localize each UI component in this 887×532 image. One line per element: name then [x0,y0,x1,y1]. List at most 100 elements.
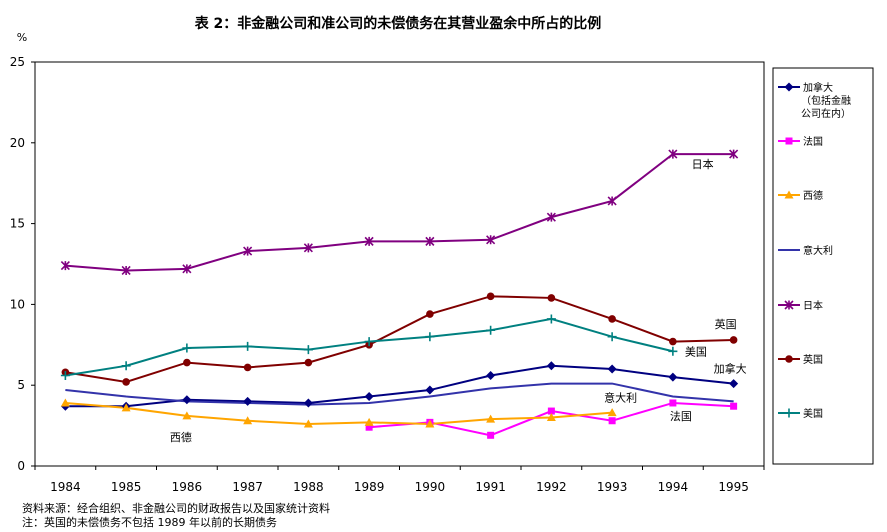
legend-swatch-marker [784,408,794,418]
annotation-加拿大: 加拿大 [714,362,747,376]
data-point-西德 [60,398,70,407]
legend-label: （包括金融 [801,94,851,107]
x-tick-label: 1988 [293,480,324,494]
series-markers [60,149,739,439]
data-point-日本 [182,264,192,274]
data-point-西德 [364,417,374,426]
data-point-法国 [669,399,677,407]
annotation-西德: 西德 [170,430,192,444]
legend-swatch-marker [784,190,794,199]
data-point-日本 [546,212,556,222]
data-point-日本 [121,265,131,276]
legend-swatch-marker [784,82,794,92]
legend-item-西德: 西德 [778,189,823,202]
data-point-西德 [243,416,253,425]
x-tick-label: 1994 [658,480,689,494]
annotation-日本: 日本 [692,157,714,171]
data-point-加拿大包括金融公司在内 [729,379,739,389]
plot-area [34,61,765,467]
data-point-英国 [243,363,252,372]
data-point-加拿大包括金融公司在内 [182,395,192,405]
legend-label: 英国 [803,353,823,366]
chart-title: 表 2：非金融公司和准公司的未偿债务在其营业盈余中所占的比例 [194,15,602,32]
data-point-加拿大包括金融公司在内 [546,361,556,371]
data-point-美国 [425,332,435,342]
source-note: 资料来源：经合组织、非金融公司的财政报告以及国家统计资料 [22,502,330,515]
data-point-美国 [486,325,496,335]
data-point-西德 [486,414,496,423]
legend-box [772,67,874,465]
data-point-美国 [182,343,192,353]
data-point-西德 [425,419,435,428]
data-point-加拿大包括金融公司在内 [243,396,253,406]
annotation-意大利: 意大利 [604,391,637,405]
footnote: 注：英国的未偿债务不包括 1989 年以前的长期债务 [22,516,277,529]
y-tick-label: 15 [10,217,25,231]
data-point-美国 [607,332,617,342]
data-point-日本 [303,243,313,253]
x-tick-label: 1986 [172,480,203,494]
data-point-日本 [364,236,374,246]
data-point-英国 [486,292,495,301]
legend-label: 公司在内） [801,107,851,120]
series-line-英国 [65,295,734,383]
annotation-美国: 美国 [685,345,707,358]
x-tick-label: 1995 [718,480,749,494]
chart: 表 2：非金融公司和准公司的未偿债务在其营业盈余中所占的比例 % 0 5 10 15 2… [10,15,874,494]
data-point-加拿大包括金融公司在内 [303,398,313,408]
data-point-美国 [303,345,313,355]
legend-label: 西德 [803,189,823,202]
data-point-法国 [547,407,555,415]
data-point-西德 [182,411,192,420]
y-tick-label: 25 [10,55,25,69]
data-point-英国 [608,315,616,323]
legend-label: 美国 [803,407,823,420]
data-point-加拿大包括金融公司在内 [486,371,496,381]
y-tick-label: 20 [10,136,25,150]
data-point-美国 [668,346,678,356]
y-tick-label: 10 [10,297,25,311]
data-point-西德 [121,403,131,412]
data-point-加拿大包括金融公司在内 [364,392,374,402]
legend-item-美国: 美国 [778,407,823,420]
data-point-日本 [486,235,496,245]
data-point-西德 [546,413,556,422]
data-point-日本 [60,261,70,271]
x-tick-label: 1989 [354,480,385,494]
legend-swatch-marker [785,355,793,363]
legend-label: 意大利 [803,244,833,257]
legend-label: 加拿大 [803,81,833,94]
legend-swatch-marker [785,137,793,145]
data-point-美国 [546,314,556,324]
series-line-日本 [65,153,734,272]
y-tick-label: 0 [17,459,25,473]
data-point-法国 [730,402,738,410]
data-point-英国 [122,378,130,386]
data-point-日本 [425,236,435,246]
legend-item-日本: 日本 [778,299,823,312]
data-point-美国 [364,337,374,347]
data-point-美国 [243,341,253,351]
legend-item-英国: 英国 [778,353,823,366]
data-point-美国 [121,361,131,371]
series-line-西德 [65,401,613,425]
data-point-英国 [183,358,191,367]
legend-item-法国: 法国 [778,135,823,148]
data-point-西德 [303,419,313,428]
data-point-加拿大包括金融公司在内 [668,372,678,382]
y-axis-unit: % [17,31,27,44]
data-point-英国 [304,358,313,367]
x-tick-label: 1990 [415,480,446,494]
legend-swatch-marker [784,300,794,310]
data-point-英国 [426,310,434,318]
x-tick-label: 1985 [111,480,142,494]
data-point-法国 [608,417,616,425]
data-point-日本 [607,196,617,206]
data-point-英国 [547,294,556,302]
data-point-法国 [365,423,373,431]
legend-label: 法国 [803,135,823,148]
y-tick-label: 5 [17,378,25,392]
